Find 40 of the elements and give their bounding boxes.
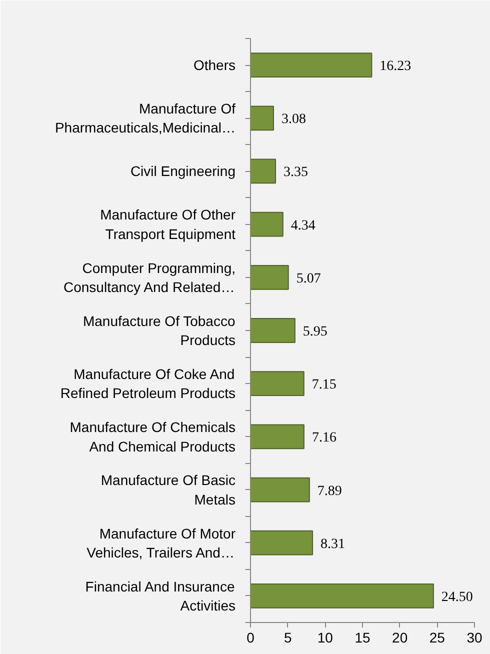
y-tick-label: Civil Engineering [130,163,236,180]
y-tick-label: Manufacture Of Pharmaceuticals,Medicinal… [54,100,236,136]
data-label: 5.95 [302,324,328,340]
bar [250,264,289,290]
bar [250,158,276,184]
y-tick-label: Financial And Insurance Activities [85,578,236,614]
bar [250,477,310,502]
data-label: 24.50 [441,590,473,605]
x-tick-label: 20 [392,630,408,646]
y-tick-label: Manufacture Of Coke And Refined Petroleum Products [60,366,236,402]
data-label: 16.23 [380,59,412,74]
x-tick-label: 10 [317,630,334,646]
y-tick-label: Manufacture Of Motor Vehicles, Trailers And… [86,525,236,560]
x-tick-label: 15 [354,630,370,646]
x-tick-label: 25 [429,630,446,646]
bar [250,318,296,343]
bar [250,424,304,450]
bar [250,584,434,608]
data-label: 4.34 [290,218,316,234]
bar [250,371,304,396]
y-tick-label: Others [193,57,236,74]
y-tick-label: Manufacture Of Basic Metals [100,472,236,508]
bar [250,530,314,556]
data-label: 5.07 [296,271,321,286]
bar [250,106,274,131]
y-tick-label: Manufacture Of Chemicals And Chemical Products [70,419,236,454]
data-label: 3.35 [284,165,308,180]
y-tick-label: Manufacture Of Tobacco Products [82,312,236,348]
data-label: 7.16 [312,430,336,446]
data-label: 7.15 [312,378,336,393]
y-tick-label: Computer Programming, Consultancy And Related… [64,260,236,296]
x-tick-label: 5 [284,630,292,646]
bar [250,212,284,237]
y-tick-label: Manufacture Of Other Transport Equipment [100,206,236,242]
x-tick-label: 0 [246,630,255,646]
x-tick-label: 30 [466,630,482,646]
data-label: 3.08 [281,112,306,128]
data-label: 8.31 [320,536,346,552]
bar [250,52,372,78]
data-label: 7.89 [317,484,342,499]
